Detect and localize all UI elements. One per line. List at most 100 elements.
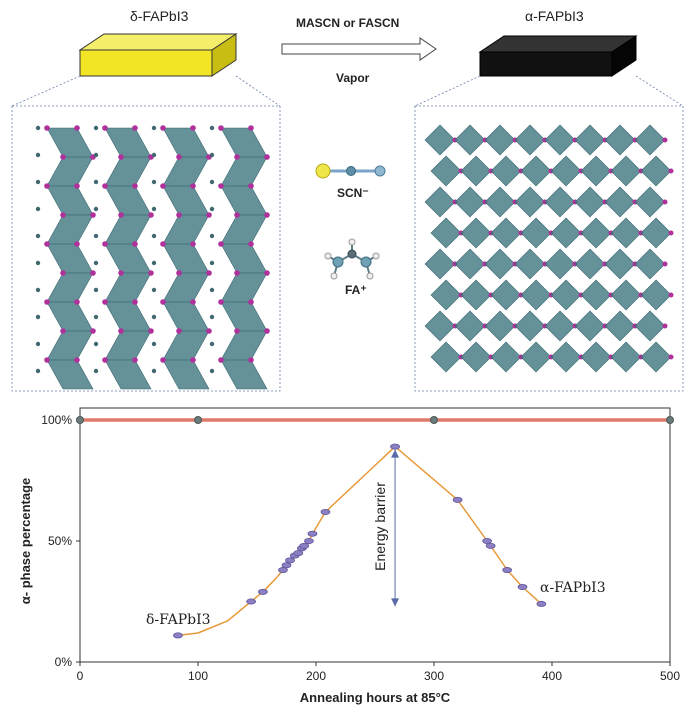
- fa-cation: [93, 152, 99, 158]
- pbi6-octahedron: [634, 186, 666, 218]
- pbi6-octahedron: [220, 214, 268, 245]
- pbi6-octahedron: [454, 186, 486, 218]
- fa-cation: [151, 206, 157, 212]
- pbi6-octahedron: [574, 310, 606, 342]
- y-tick-label: 100%: [41, 413, 72, 427]
- conversion-arrow-icon: [281, 37, 437, 61]
- fa-cation: [93, 341, 99, 347]
- fa-cation: [209, 314, 215, 320]
- fa-cation: [209, 206, 215, 212]
- data-point: [485, 542, 496, 549]
- iodide-atom: [132, 241, 138, 247]
- iodide-atom: [662, 137, 668, 143]
- pbi6-octahedron: [454, 248, 486, 280]
- pbi6-octahedron: [640, 155, 672, 187]
- iodide-atom: [160, 299, 166, 305]
- pbi6-octahedron: [460, 217, 492, 249]
- iodide-atom: [218, 183, 224, 189]
- fa-cation: [151, 179, 157, 185]
- fa-cation: [35, 125, 41, 131]
- iodide-atom: [206, 212, 212, 218]
- pbi6-octahedron: [580, 155, 612, 187]
- x-tick-label: 300: [424, 669, 444, 683]
- data-point: [536, 600, 547, 607]
- pbi6-octahedron: [610, 279, 642, 311]
- data-point: [285, 557, 295, 564]
- x-tick-label: 500: [660, 669, 680, 683]
- fa-molecule-icon: [324, 238, 380, 280]
- pbi6-octahedron: [424, 310, 456, 342]
- pbi6-octahedron: [574, 124, 606, 156]
- pbi6-octahedron: [104, 243, 152, 274]
- pbi6-octahedron: [604, 186, 636, 218]
- alpha-block-label: α-FAPbI3: [525, 8, 584, 24]
- delta-crystal-structure: [35, 125, 270, 390]
- pbi6-octahedron: [46, 330, 94, 361]
- pbi6-octahedron: [604, 310, 636, 342]
- zoom-lines: [11, 75, 684, 107]
- pbi6-octahedron: [550, 217, 582, 249]
- iodide-atom: [264, 212, 270, 218]
- pbi6-octahedron: [634, 310, 666, 342]
- fa-cation: [93, 368, 99, 374]
- fa-cation: [209, 125, 215, 131]
- pbi6-octahedron: [162, 243, 210, 274]
- pbi6-octahedron: [460, 279, 492, 311]
- data-point: [293, 550, 304, 557]
- pbi6-octahedron: [430, 279, 462, 311]
- pbi6-octahedron: [424, 124, 456, 156]
- transition-fit-curve: [177, 445, 542, 637]
- delta-structure-panel: [11, 105, 281, 392]
- pbi6-octahedron: [514, 310, 546, 342]
- pbi6-octahedron: [46, 272, 94, 303]
- pbi6-octahedron: [610, 341, 642, 373]
- fa-cation: [93, 125, 99, 131]
- pbi6-octahedron: [162, 330, 210, 361]
- arrowhead-up-icon: [391, 449, 400, 458]
- iodide-atom: [176, 328, 182, 334]
- pbi6-octahedron: [104, 156, 152, 187]
- pbi6-octahedron: [520, 279, 552, 311]
- iodide-atom: [102, 357, 108, 363]
- iodide-atom: [132, 125, 138, 131]
- alpha-fapbi3-block: [478, 35, 638, 77]
- iodide-atom: [668, 354, 674, 360]
- pbi6-octahedron: [220, 301, 268, 332]
- iodide-atom: [44, 183, 50, 189]
- iodide-atom: [662, 323, 668, 329]
- pbi6-octahedron: [544, 186, 576, 218]
- iodide-atom: [102, 125, 108, 131]
- fa-cation: [151, 125, 157, 131]
- pbi6-octahedron: [514, 186, 546, 218]
- pbi6-octahedron: [580, 279, 612, 311]
- arrow-top-label: MASCN or FASCN: [296, 16, 400, 30]
- iodide-atom: [668, 230, 674, 236]
- alpha-100-marker: [194, 416, 202, 424]
- pbi6-octahedron: [640, 341, 672, 373]
- pbi6-octahedron: [634, 248, 666, 280]
- pbi6-octahedron: [544, 124, 576, 156]
- pbi6-octahedron: [640, 279, 672, 311]
- pbi6-octahedron: [484, 248, 516, 280]
- iodide-atom: [190, 183, 196, 189]
- iodide-atom: [176, 270, 182, 276]
- pbi6-octahedron: [104, 185, 152, 216]
- fa-cation: [151, 341, 157, 347]
- pbi6-octahedron: [46, 301, 94, 332]
- iodide-atom: [44, 241, 50, 247]
- iodide-atom: [44, 299, 50, 305]
- pbi6-octahedron: [220, 243, 268, 274]
- fa-cation: [93, 287, 99, 293]
- pbi6-octahedron: [544, 248, 576, 280]
- pbi6-octahedron: [514, 248, 546, 280]
- iodide-atom: [248, 357, 254, 363]
- iodide-atom: [90, 212, 96, 218]
- iodide-atom: [118, 328, 124, 334]
- iodide-atom: [160, 357, 166, 363]
- iodide-atom: [118, 212, 124, 218]
- iodide-atom: [206, 328, 212, 334]
- pbi6-octahedron: [550, 279, 582, 311]
- pbi6-octahedron: [580, 217, 612, 249]
- pbi6-octahedron: [490, 155, 522, 187]
- data-point: [296, 545, 307, 552]
